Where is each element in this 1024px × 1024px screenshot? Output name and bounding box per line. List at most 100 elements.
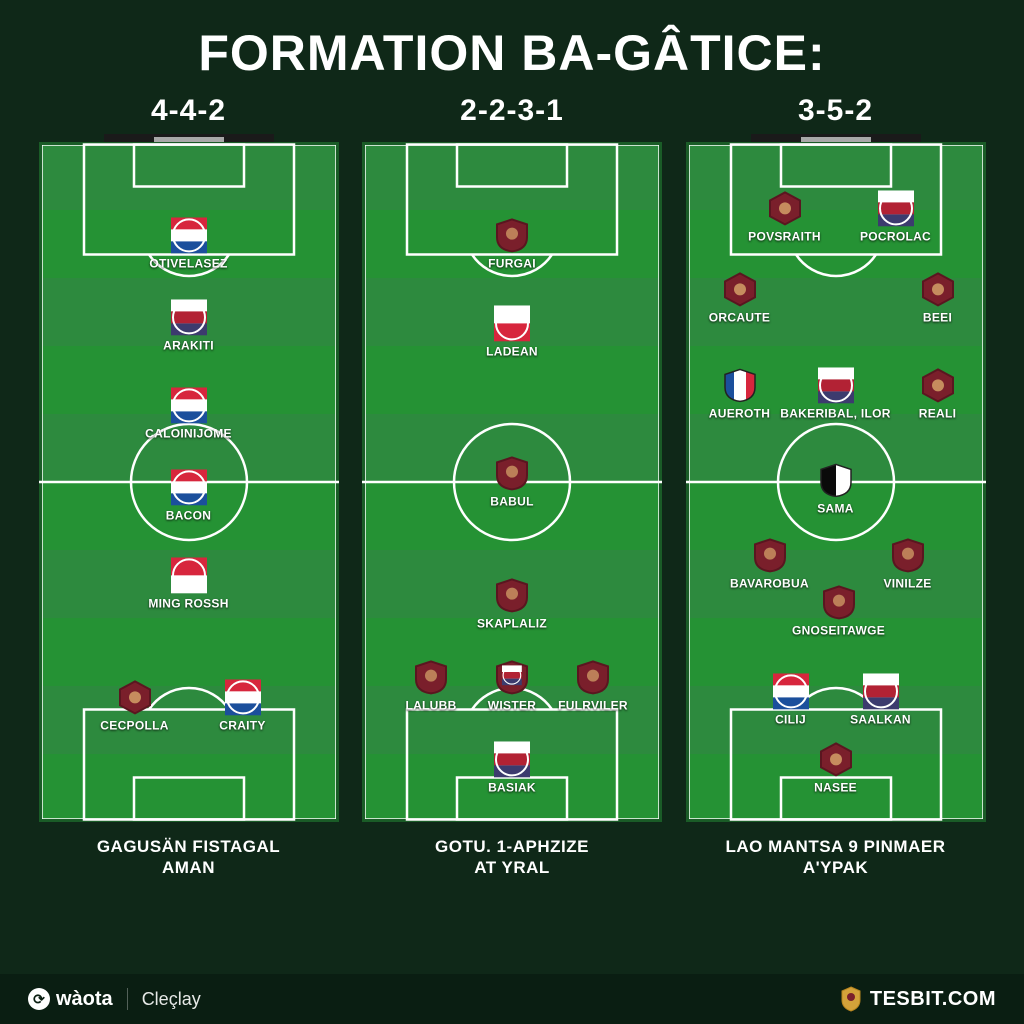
player: GNOSEITAWGE (779, 585, 899, 638)
player-name: FULRVILER (558, 699, 628, 712)
player-name: SKAPLALIZ (477, 618, 547, 631)
player-name: ORCAUTE (709, 312, 770, 325)
site-icon (840, 986, 862, 1012)
player-name: SAMA (817, 502, 854, 515)
player-name: BABUL (490, 495, 534, 508)
player-name: BASIAK (488, 781, 536, 794)
site-text: tesbit.com (870, 988, 996, 1011)
formation-label: 4-4-2 (151, 94, 226, 128)
player: POCROLAC (836, 190, 956, 243)
player-badge-icon (890, 537, 926, 573)
player-name: OTIVELASEZ (149, 257, 227, 270)
player: BACON (129, 469, 249, 522)
player-badge-icon (494, 659, 530, 695)
player-name: NASEE (814, 781, 857, 794)
player-name: BAKERIBAL, ILOR (780, 407, 891, 420)
player: ARAKITI (129, 299, 249, 352)
player-badge-icon (920, 367, 956, 403)
footer-right: tesbit.com (840, 986, 996, 1012)
player-badge-icon (920, 272, 956, 308)
player-name: MING ROSSH (148, 597, 228, 610)
player: CECPOLLA (75, 680, 195, 733)
player-badge-icon (863, 673, 899, 709)
pitch: FURGAI LADEAN BABUL SKAPLALIZ LALUBB WISTER FU… (362, 142, 662, 822)
pitch: POVSRAITHPOCROLACORCAUTEBEEIAUEROTHBAKER… (686, 142, 986, 822)
formation-caption: LAO MANTSA 9 PINMAERA'YPAK (726, 836, 946, 879)
player: BABUL (452, 455, 572, 508)
player: REALI (878, 367, 998, 420)
player: CALOINIJOME (129, 387, 249, 440)
player-badge-icon (494, 455, 530, 491)
player-name: CALOINIJOME (145, 427, 232, 440)
player-badge-icon (117, 680, 153, 716)
player-badge-icon (575, 659, 611, 695)
player-badge-icon (494, 741, 530, 777)
player-name: ARAKITI (163, 339, 214, 352)
brand-logo: ⟳ wàota (28, 988, 113, 1011)
player: ORCAUTE (680, 272, 800, 325)
player-badge-icon (878, 190, 914, 226)
formation-column: 2-2-3-1 FURGAI LADEAN BABUL SKAPLALIZ LALUBB… (357, 94, 667, 879)
player-name: AUEROTH (709, 407, 770, 420)
player: MING ROSSH (129, 557, 249, 610)
pitch: OTIVELASEZ ARAKITI CALOINIJOME BACON MING RO… (39, 142, 339, 822)
formation-column: 3-5-2 POVSRAITHPOCROLACORCAUTEBEEIAUEROT… (681, 94, 991, 879)
player: SAALKAN (821, 673, 941, 726)
brand-text: wàota (56, 988, 113, 1011)
player: LADEAN (452, 306, 572, 359)
formation-column: 4-4-2 OTIVELASEZ ARAKITI CALOINIJOME BACON M… (34, 94, 344, 879)
player: CRAITY (183, 680, 303, 733)
formation-caption: GAGUSÄN FISTAGALAMAN (97, 836, 280, 879)
player-badge-icon (494, 217, 530, 253)
player-name: SAALKAN (850, 713, 911, 726)
player: FULRVILER (533, 659, 653, 712)
player-badge-icon (818, 462, 854, 498)
brand-icon: ⟳ (28, 988, 50, 1010)
player-badge-icon (494, 306, 530, 342)
player-name: CECPOLLA (100, 720, 168, 733)
player-badge-icon (494, 578, 530, 614)
player: FURGAI (452, 217, 572, 270)
player-badge-icon (767, 190, 803, 226)
players-layer: POVSRAITHPOCROLACORCAUTEBEEIAUEROTHBAKER… (686, 142, 986, 822)
player-name: LALUBB (405, 699, 456, 712)
player: VINILZE (848, 537, 968, 590)
player-name: WISTER (488, 699, 536, 712)
player-name: POVSRAITH (748, 230, 821, 243)
player-badge-icon (413, 659, 449, 695)
player-name: POCROLAC (860, 230, 931, 243)
player-name: GNOSEITAWGE (792, 625, 885, 638)
player-badge-icon (818, 741, 854, 777)
player-name: REALI (919, 407, 957, 420)
players-layer: OTIVELASEZ ARAKITI CALOINIJOME BACON MING RO… (39, 142, 339, 822)
player: POVSRAITH (725, 190, 845, 243)
boards-row: 4-4-2 OTIVELASEZ ARAKITI CALOINIJOME BACON M… (0, 94, 1024, 879)
formation-caption: GOTU. 1-APHZIZEAT YRAL (435, 836, 589, 879)
player-badge-icon (818, 367, 854, 403)
player: NASEE (776, 741, 896, 794)
player: SKAPLALIZ (452, 578, 572, 631)
footer-divider (127, 988, 128, 1010)
players-layer: FURGAI LADEAN BABUL SKAPLALIZ LALUBB WISTER FU… (362, 142, 662, 822)
page-title: FORMATION BA-GÂTICE: (0, 0, 1024, 94)
player: BASIAK (452, 741, 572, 794)
player-badge-icon (171, 299, 207, 335)
footer-left: ⟳ wàota Cleçlay (28, 988, 201, 1011)
footer: ⟳ wàota Cleçlay tesbit.com (0, 974, 1024, 1024)
player-badge-icon (171, 387, 207, 423)
sub-brand: Cleçlay (142, 989, 201, 1010)
player-name: FURGAI (488, 257, 536, 270)
player-badge-icon (752, 537, 788, 573)
player-badge-icon (722, 367, 758, 403)
player-badge-icon (171, 469, 207, 505)
player: OTIVELASEZ (129, 217, 249, 270)
player: BEEI (878, 272, 998, 325)
player-badge-icon (821, 585, 857, 621)
player-name: CRAITY (219, 720, 265, 733)
player-badge-icon (773, 673, 809, 709)
player: SAMA (776, 462, 896, 515)
player-name: CILIJ (775, 713, 806, 726)
formation-label: 3-5-2 (798, 94, 873, 128)
player: BAVAROBUA (710, 537, 830, 590)
formation-label: 2-2-3-1 (460, 94, 564, 128)
